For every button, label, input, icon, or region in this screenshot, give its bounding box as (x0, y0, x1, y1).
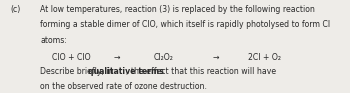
Text: →: → (213, 53, 219, 62)
Text: →: → (113, 53, 120, 62)
Text: 2Cl + O₂: 2Cl + O₂ (248, 53, 281, 62)
Text: on the observed rate of ozone destruction.: on the observed rate of ozone destructio… (40, 82, 207, 91)
Text: Cl₂O₂: Cl₂O₂ (153, 53, 173, 62)
Text: forming a stable dimer of ClO, which itself is rapidly photolysed to form Cl: forming a stable dimer of ClO, which its… (40, 20, 330, 29)
Text: Describe briefly, in: Describe briefly, in (40, 67, 116, 76)
Text: atoms:: atoms: (40, 36, 67, 45)
Text: At low temperatures, reaction (3) is replaced by the following reaction: At low temperatures, reaction (3) is rep… (40, 5, 315, 14)
Text: ClO + ClO: ClO + ClO (52, 53, 90, 62)
Text: qualitative terms: qualitative terms (88, 67, 164, 76)
Text: (c): (c) (10, 5, 21, 14)
Text: , the effect that this reaction will have: , the effect that this reaction will hav… (126, 67, 276, 76)
